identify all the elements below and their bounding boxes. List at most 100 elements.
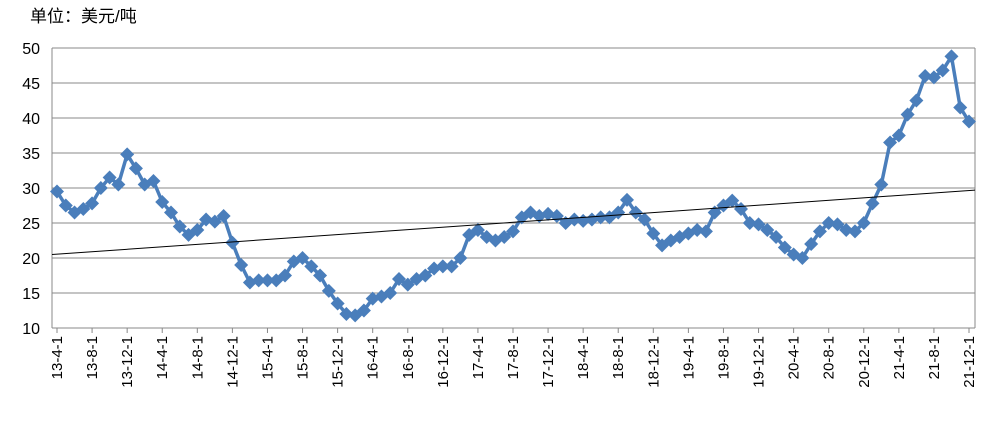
y-tick-label: 35 (22, 146, 40, 163)
x-tick-label: 17-12-1 (540, 336, 557, 388)
x-tick-label: 18-8-1 (610, 336, 627, 379)
data-point (435, 259, 450, 274)
data-point (909, 93, 924, 108)
data-point (304, 259, 319, 274)
data-point (190, 223, 205, 237)
data-point (725, 193, 740, 208)
data-point (593, 210, 608, 225)
data-point (383, 286, 398, 300)
data-point (690, 223, 705, 237)
data-point (216, 209, 231, 223)
data-point (637, 212, 652, 227)
x-tick-label: 14-8-1 (189, 336, 206, 379)
data-point (944, 49, 959, 64)
x-tick-label: 14-12-1 (224, 336, 241, 388)
data-point (953, 100, 968, 115)
data-point (50, 184, 64, 199)
data-point (795, 251, 810, 265)
data-point (76, 202, 91, 216)
data-point (102, 170, 117, 185)
y-tick-label: 40 (22, 111, 40, 128)
data-point (891, 128, 906, 143)
data-point (356, 303, 371, 318)
data-point (470, 223, 485, 237)
data-point (962, 114, 976, 129)
data-point (935, 63, 950, 78)
x-tick-label: 19-4-1 (680, 336, 697, 379)
data-point (295, 251, 310, 265)
data-point (128, 161, 143, 176)
data-point (804, 237, 819, 251)
data-point (444, 259, 459, 274)
x-tick-label: 18-4-1 (575, 336, 592, 379)
y-tick-label: 45 (22, 76, 40, 93)
data-point (874, 177, 889, 192)
data-point (172, 219, 187, 234)
data-point (777, 240, 792, 255)
data-point (883, 135, 898, 150)
y-tick-label: 50 (22, 41, 40, 58)
data-point (260, 273, 275, 288)
trend-line (51, 189, 976, 255)
data-point (628, 205, 643, 220)
data-point (769, 230, 784, 244)
data-point (234, 258, 249, 272)
x-tick-label: 20-8-1 (821, 336, 838, 379)
x-tick-label: 15-12-1 (330, 336, 347, 388)
data-point (313, 268, 328, 283)
data-point (453, 251, 468, 265)
data-point (321, 283, 336, 298)
data-point (821, 216, 836, 230)
x-tick-label: 13-4-1 (49, 336, 66, 379)
x-tick-label: 16-8-1 (400, 336, 417, 379)
data-point (418, 268, 433, 283)
data-point (830, 217, 845, 232)
data-point (611, 205, 626, 220)
x-tick-label: 16-12-1 (435, 336, 452, 388)
data-point (251, 273, 266, 288)
data-point (93, 181, 108, 195)
data-point (85, 196, 100, 211)
data-point (620, 192, 634, 207)
x-tick-label: 17-4-1 (470, 336, 487, 379)
data-point (330, 296, 345, 311)
y-tick-label: 30 (22, 181, 40, 198)
data-point (392, 272, 406, 286)
data-point (812, 224, 827, 239)
data-point (120, 147, 135, 162)
data-point (58, 198, 73, 213)
data-point (698, 224, 713, 239)
data-point (865, 196, 880, 211)
x-tick-label: 18-12-1 (645, 336, 662, 388)
data-point (400, 277, 415, 292)
data-point (278, 268, 292, 283)
x-tick-label: 21-8-1 (926, 336, 943, 379)
data-point (164, 205, 178, 220)
x-tick-label: 16-4-1 (365, 336, 382, 379)
data-point (926, 70, 941, 85)
data-point (497, 230, 512, 244)
data-point (506, 224, 520, 239)
y-tick-label: 15 (22, 286, 40, 303)
data-point (760, 223, 775, 237)
data-point (742, 216, 757, 230)
data-point (155, 195, 170, 209)
x-tick-label: 20-4-1 (786, 336, 803, 379)
data-point (225, 235, 240, 250)
data-point (146, 174, 161, 188)
x-tick-label: 15-4-1 (259, 336, 276, 379)
data-point (900, 107, 915, 122)
x-tick-label: 21-12-1 (961, 336, 978, 388)
x-tick-label: 17-8-1 (505, 336, 522, 379)
data-point (207, 214, 222, 229)
x-tick-label: 13-8-1 (84, 336, 101, 379)
data-point (567, 212, 582, 227)
x-tick-label: 21-4-1 (891, 336, 908, 379)
data-point (918, 69, 933, 83)
data-point (111, 177, 126, 192)
y-tick-label: 20 (22, 251, 40, 268)
x-tick-label: 19-8-1 (715, 336, 732, 379)
x-tick-label: 13-12-1 (119, 336, 136, 388)
